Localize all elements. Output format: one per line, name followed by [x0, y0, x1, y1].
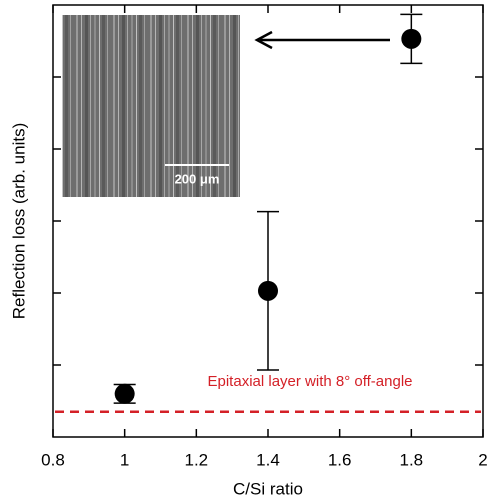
x-tick-label: 1.6: [328, 450, 352, 469]
x-tick-label: 2: [478, 450, 487, 469]
scale-bar-label: 200 μm: [175, 171, 220, 186]
x-tick-label: 1.8: [400, 450, 424, 469]
point: [401, 28, 422, 49]
x-tick-label: 1: [120, 450, 129, 469]
arrow: [254, 30, 390, 50]
point: [114, 383, 135, 404]
x-axis-label: C/Si ratio: [233, 479, 303, 498]
x-tick-label: 1.4: [256, 450, 280, 469]
inset-micrograph: [62, 15, 240, 197]
x-tick-label: 0.8: [41, 450, 65, 469]
x-tick-label: 1.2: [185, 450, 209, 469]
reference-label: Epitaxial layer with 8° off-angle: [208, 373, 413, 390]
inset-image: 200 μm: [62, 15, 240, 197]
y-axis-label: Reflection loss (arb. units): [9, 123, 28, 320]
point: [258, 280, 278, 301]
